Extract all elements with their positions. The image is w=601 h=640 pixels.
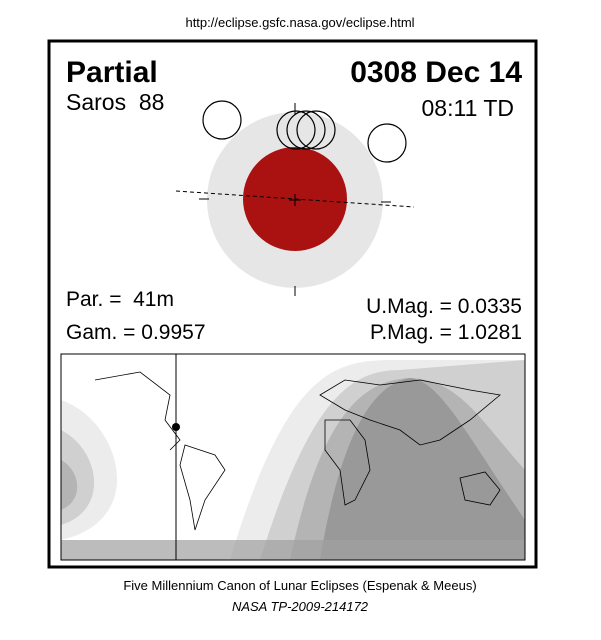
coast xyxy=(319,379,501,446)
coast xyxy=(324,419,371,506)
antarctica xyxy=(61,540,525,560)
coast xyxy=(94,371,181,451)
saros: Saros 88 xyxy=(66,89,164,115)
zone xyxy=(320,378,525,560)
map-border xyxy=(60,353,526,561)
footer-line1: Five Millennium Canon of Lunar Eclipses … xyxy=(123,578,476,593)
world-map xyxy=(60,353,526,561)
time: 08:11 TD xyxy=(422,95,514,121)
moon xyxy=(276,110,316,150)
url: http://eclipse.gsfc.nasa.gov/eclipse.htm… xyxy=(185,15,414,30)
umag: U.Mag. = 0.0335 xyxy=(366,295,522,318)
coast xyxy=(459,471,501,506)
moon xyxy=(367,123,407,163)
moon xyxy=(202,100,242,140)
footer-line2: NASA TP-2009-214172 xyxy=(232,599,369,614)
gam: Gam. = 0.9957 xyxy=(66,321,206,344)
eclipse-type: Partial xyxy=(66,56,158,89)
moon xyxy=(296,110,336,150)
eclipse-date: 0308 Dec 14 xyxy=(350,56,522,89)
pmag: P.Mag. = 1.0281 xyxy=(370,321,522,344)
greatest-point xyxy=(172,423,180,431)
par: Par. = 41m xyxy=(66,288,174,311)
eclipse-geometry xyxy=(175,100,415,296)
moon xyxy=(286,110,326,150)
coast xyxy=(179,444,226,531)
